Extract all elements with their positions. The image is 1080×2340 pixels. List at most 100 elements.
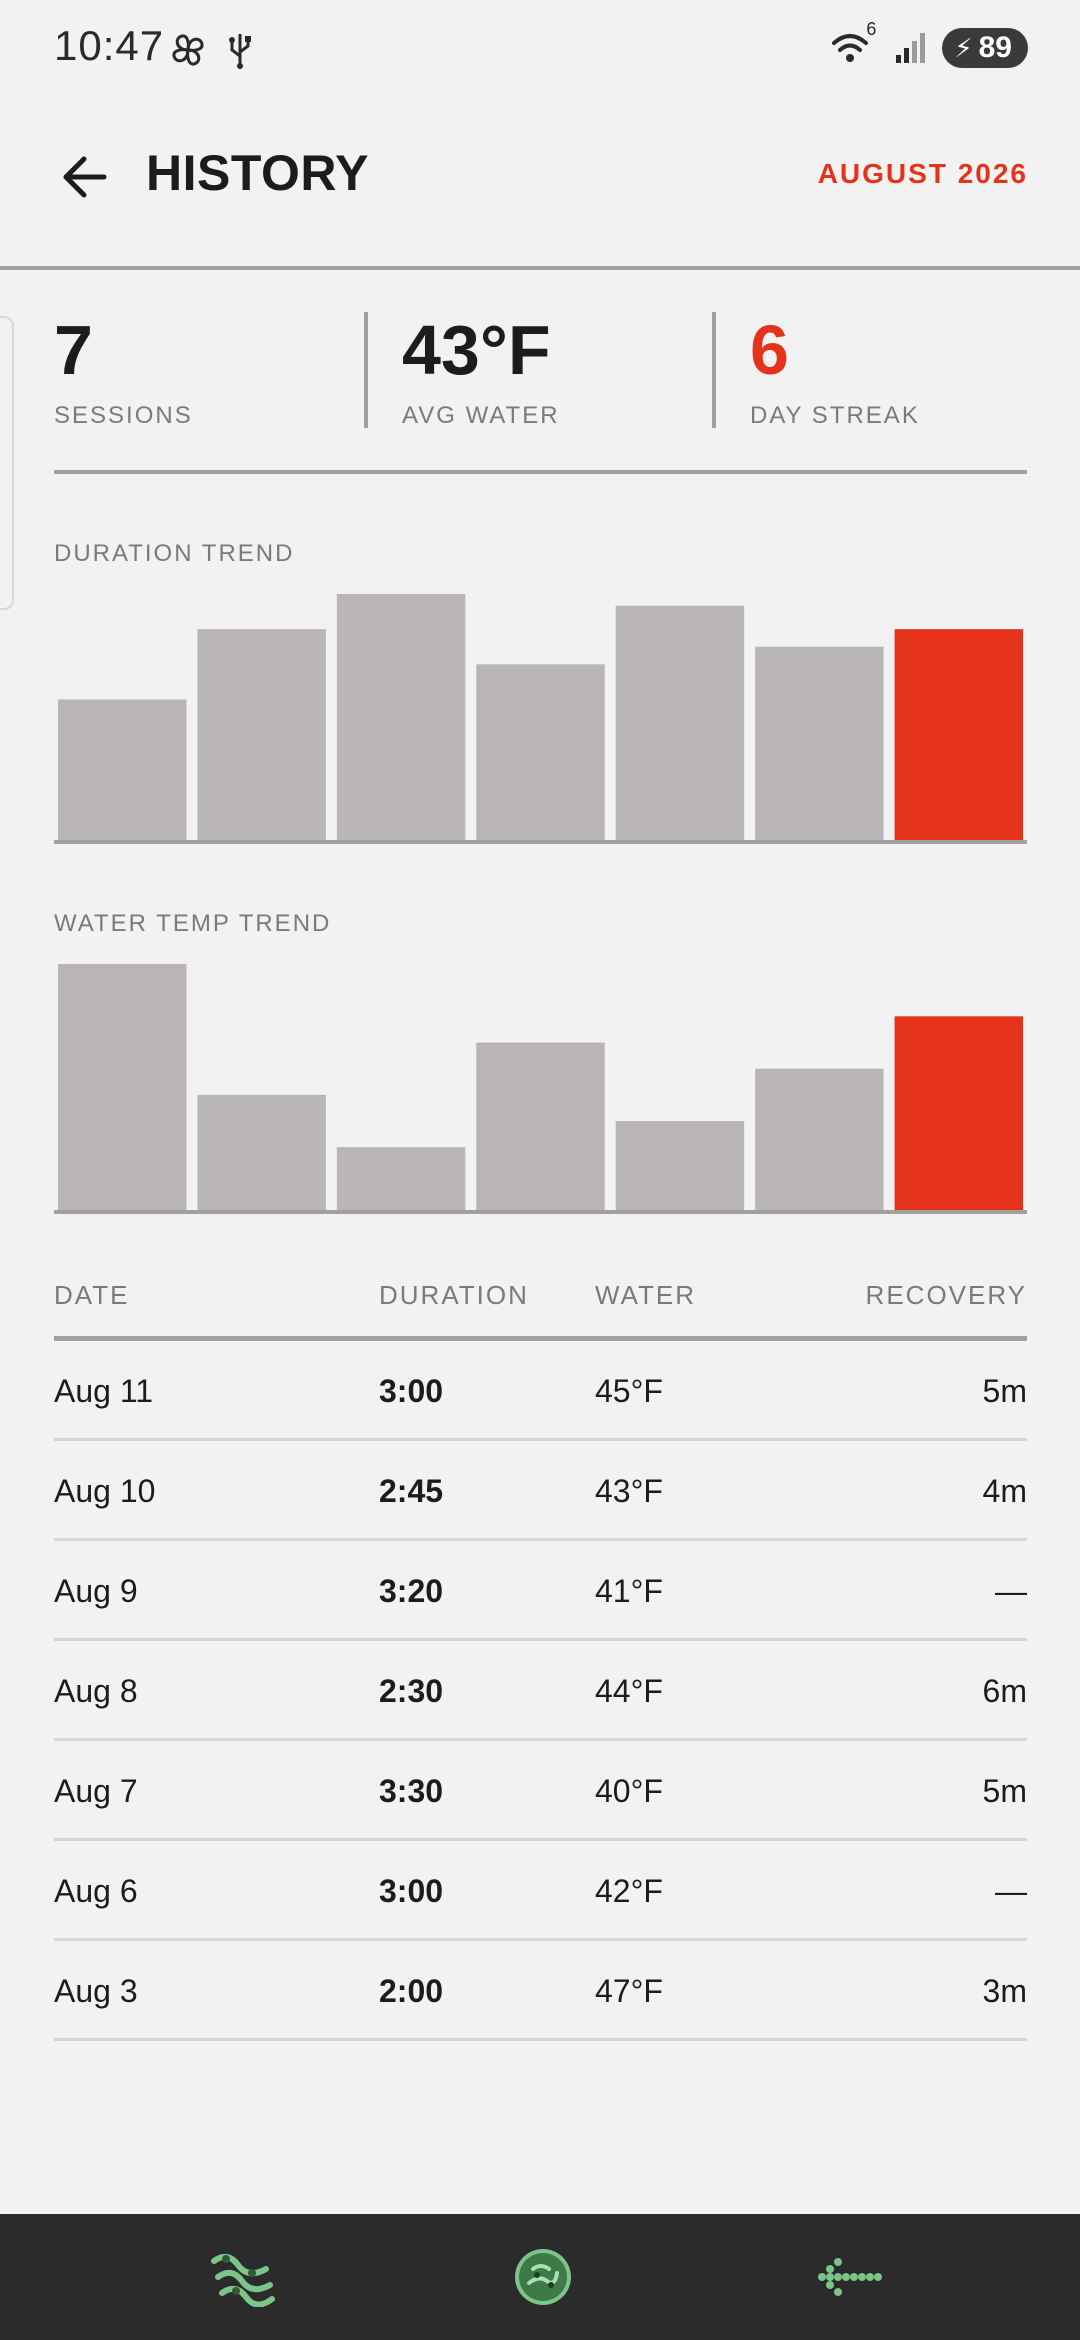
stat-sessions: 7 SESSIONS [54, 311, 193, 429]
cell-water: 42°F [595, 1873, 663, 1909]
status-right-icons: 6 ⚡ 89 [830, 19, 1028, 68]
usb-icon [229, 34, 251, 69]
chart-bar [58, 964, 187, 1210]
stat-divider [712, 312, 716, 428]
header-divider [0, 266, 1080, 270]
nav-activity-button[interactable] [202, 2236, 284, 2318]
chart-baseline [54, 840, 1027, 844]
status-left-icons [168, 30, 254, 70]
chart-bar [58, 699, 187, 840]
stats-summary: 7 SESSIONS 43°F AVG WATER 6 DAY STREAK [54, 312, 1027, 432]
cell-recovery: 3m [982, 1973, 1027, 2009]
cell-date: Aug 9 [54, 1573, 138, 1609]
wifi-icon [832, 34, 869, 62]
duration-trend-svg [54, 594, 1027, 844]
cell-water: 40°F [595, 1773, 663, 1809]
header-water: WATER [595, 1280, 696, 1310]
signal-icon [896, 33, 926, 63]
nav-back-button[interactable] [808, 2236, 890, 2318]
table-body: Aug 11 3:00 45°F 5m Aug 10 2:45 43°F 4m Aug 9 3:2… [54, 1341, 1027, 2041]
chart-bar [197, 629, 326, 840]
cell-duration: 2:00 [379, 1973, 444, 2009]
cell-water: 43°F [595, 1473, 663, 1509]
cell-duration: 2:30 [379, 1673, 444, 1709]
cell-date: Aug 3 [54, 1973, 138, 2009]
table-header: DATE DURATION WATER RECOVERY [54, 1270, 1027, 1341]
chart-bar [336, 594, 466, 840]
water-temp-trend-chart [54, 958, 1027, 1218]
status-bar: 10:47 [0, 0, 1080, 100]
cell-duration: 3:00 [379, 1373, 444, 1409]
chart-bar [894, 1016, 1023, 1210]
cell-water: 41°F [595, 1573, 663, 1609]
edge-handle[interactable] [0, 316, 14, 610]
header-duration: DURATION [379, 1280, 529, 1310]
nav-home-button[interactable] [502, 2236, 584, 2318]
stat-day-streak-label: DAY STREAK [750, 402, 920, 429]
stat-avg-water-label: AVG WATER [402, 402, 560, 429]
table-row[interactable]: Aug 6 3:00 42°F — [54, 1841, 1027, 1941]
cell-recovery: 5m [982, 1773, 1027, 1809]
stat-sessions-value: 7 [54, 311, 93, 389]
water-temp-trend-label: WATER TEMP TREND [54, 910, 332, 937]
table-row[interactable]: Aug 10 2:45 43°F 4m [54, 1441, 1027, 1541]
table-row[interactable]: Aug 7 3:30 40°F 5m [54, 1741, 1027, 1841]
stat-divider [364, 312, 368, 428]
cell-recovery: 4m [982, 1473, 1027, 1509]
water-temp-trend-svg [54, 964, 1027, 1214]
bottom-nav [0, 2214, 1080, 2340]
wifi-badge: 6 [866, 19, 877, 39]
chart-bar [755, 1068, 884, 1210]
cell-recovery: — [995, 1573, 1027, 1609]
cell-date: Aug 8 [54, 1673, 138, 1709]
back-button[interactable] [50, 142, 120, 212]
stats-divider [54, 470, 1027, 474]
chart-bar [197, 1094, 326, 1210]
cell-duration: 3:00 [379, 1873, 444, 1909]
page-title: HISTORY [146, 145, 369, 201]
table-row[interactable]: Aug 9 3:20 41°F — [54, 1541, 1027, 1641]
chart-bar [615, 1121, 745, 1210]
table-row[interactable]: Aug 11 3:00 45°F 5m [54, 1341, 1027, 1441]
pinwheel-icon [172, 34, 204, 66]
stat-day-streak: 6 DAY STREAK [750, 311, 920, 429]
cell-recovery: — [995, 1873, 1027, 1909]
cell-duration: 2:45 [379, 1473, 444, 1509]
battery-level: 89 [978, 31, 1012, 64]
history-table: DATE DURATION WATER RECOVERY Aug 11 3:00 4… [54, 1270, 1027, 2041]
chart-bar [894, 629, 1023, 840]
month-selector[interactable]: AUGUST 2026 [817, 158, 1028, 189]
home-icon [515, 2249, 571, 2305]
duration-trend-chart [54, 588, 1027, 848]
cell-water: 45°F [595, 1373, 663, 1409]
status-time: 10:47 [54, 22, 165, 69]
chart-bar [336, 1147, 466, 1210]
chart-bar [476, 664, 605, 840]
battery-indicator: ⚡ 89 [942, 28, 1028, 68]
battery-charging-icon: ⚡ [954, 32, 973, 63]
chart-bar [755, 646, 884, 840]
arrow-left-icon [63, 156, 107, 198]
chart-baseline [54, 1210, 1027, 1214]
back-arrow-icon [818, 2258, 882, 2296]
chart-bar [476, 1042, 605, 1210]
table-row[interactable]: Aug 3 2:00 47°F 3m [54, 1941, 1027, 2041]
cell-date: Aug 10 [54, 1473, 156, 1509]
table-row[interactable]: Aug 8 2:30 44°F 6m [54, 1641, 1027, 1741]
duration-trend-label: DURATION TREND [54, 540, 295, 567]
cell-recovery: 5m [982, 1373, 1027, 1409]
cell-date: Aug 6 [54, 1873, 138, 1909]
stat-avg-water-value: 43°F [402, 311, 551, 389]
cell-duration: 3:30 [379, 1773, 444, 1809]
cell-recovery: 6m [982, 1673, 1027, 1709]
cell-date: Aug 11 [54, 1373, 154, 1409]
stat-avg-water: 43°F AVG WATER [402, 311, 560, 429]
header-recovery: RECOVERY [865, 1280, 1027, 1310]
activity-icon [211, 2253, 275, 2307]
header-date: DATE [54, 1280, 130, 1310]
cell-water: 44°F [595, 1673, 663, 1709]
stat-day-streak-value: 6 [750, 311, 789, 389]
cell-date: Aug 7 [54, 1773, 138, 1809]
chart-bar [615, 605, 745, 840]
stat-sessions-label: SESSIONS [54, 402, 193, 429]
